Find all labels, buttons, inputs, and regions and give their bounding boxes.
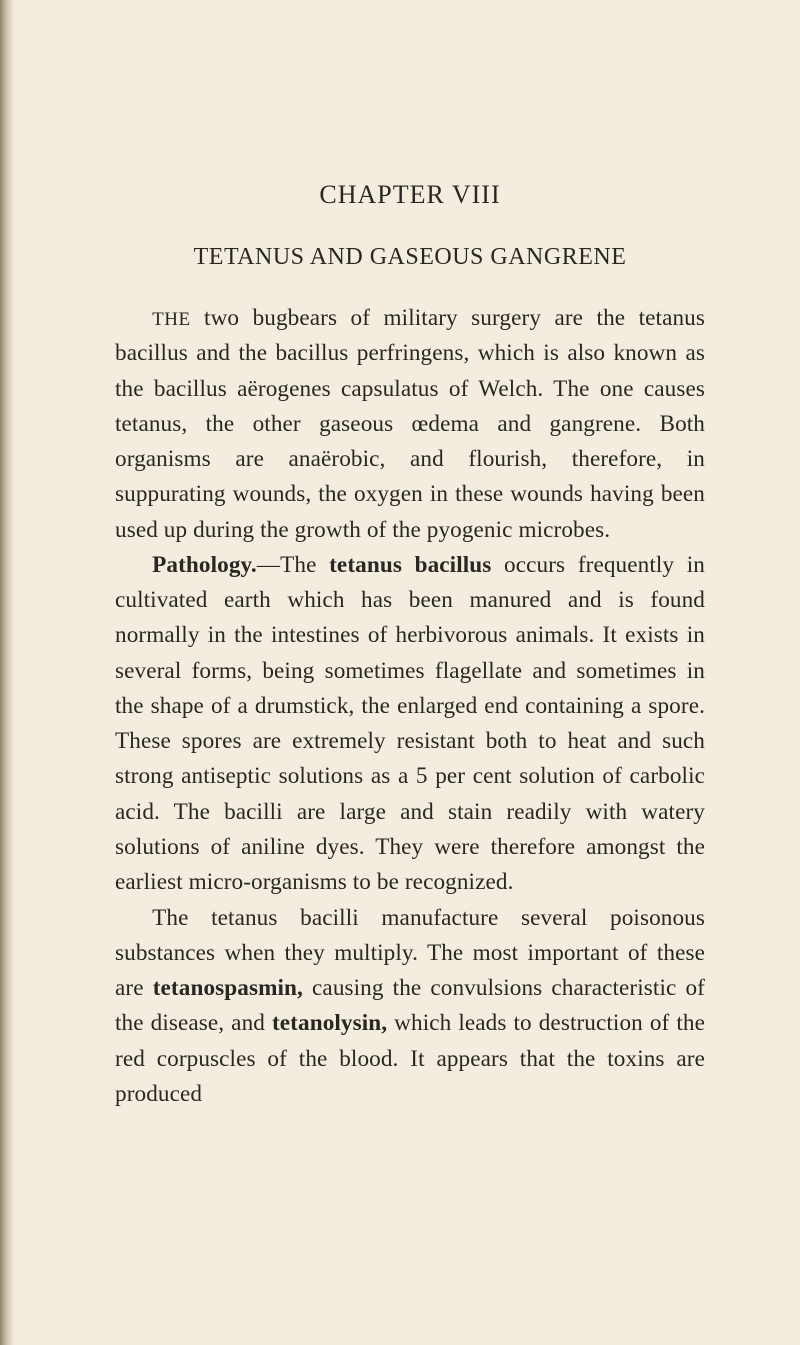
term-tetanolysin: tetanolysin, [272, 1010, 387, 1036]
paragraph-2-rest: occurs frequently in cultivated earth wh… [115, 552, 705, 895]
book-page: CHAPTER VIII TETANUS AND GASEOUS GANGREN… [0, 0, 800, 1345]
section-title: TETANUS AND GASEOUS GANGRENE [115, 244, 705, 271]
paragraph-1-rest: two bugbears of military surgery are the… [115, 305, 705, 543]
lead-word: The [152, 309, 190, 330]
term-tetanus-bacillus: tetanus bacillus [329, 552, 491, 578]
paragraph-1: The two bugbears of military surgery are… [115, 301, 705, 548]
term-tetanospasmin: tetanospasmin, [153, 975, 303, 1001]
chapter-heading: CHAPTER VIII [115, 180, 705, 210]
run-in-heading-pathology: Pathology. [152, 552, 257, 578]
body-text: The two bugbears of military surgery are… [115, 301, 705, 1112]
paragraph-2-mid1: —The [257, 552, 329, 578]
paragraph-2: Pathology.—The tetanus bacillus occurs f… [115, 548, 705, 901]
paragraph-3: The tetanus bacilli manufacture several … [115, 901, 705, 1113]
